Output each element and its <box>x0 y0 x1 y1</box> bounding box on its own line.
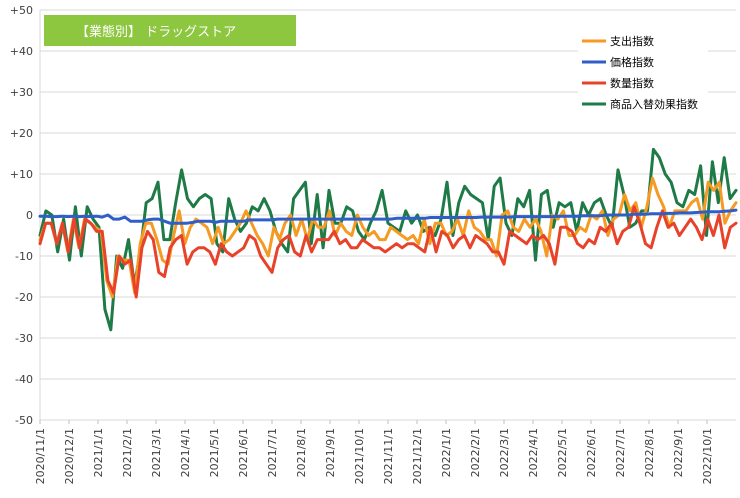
y-tick-label: +30 <box>10 86 33 99</box>
x-tick-label: 2021/12/1 <box>411 428 424 484</box>
y-tick-label: -20 <box>15 291 33 304</box>
legend-label: 数量指数 <box>610 76 654 90</box>
x-tick-label: 2022/4/1 <box>527 428 540 477</box>
legend-label: 価格指数 <box>610 55 654 69</box>
x-tick-label: 2021/4/1 <box>179 428 192 477</box>
y-tick-label: 0 <box>26 209 33 222</box>
title-background <box>44 15 296 46</box>
legend-label: 商品入替効果指数 <box>610 97 698 111</box>
x-tick-label: 2022/8/1 <box>643 428 656 477</box>
x-tick-label: 2021/10/1 <box>353 428 366 484</box>
y-tick-label: +50 <box>10 4 33 17</box>
x-tick-label: 2022/6/1 <box>585 428 598 477</box>
x-axis: 2020/11/1 2020/12/1 2021/1/1 2021/2/1 2021/3… <box>34 420 714 484</box>
y-tick-label: +20 <box>10 127 33 140</box>
series-line-1 <box>38 208 738 225</box>
x-tick-label: 2021/3/1 <box>150 428 163 477</box>
x-tick-label: 2021/1/1 <box>92 428 105 477</box>
x-tick-label: 2022/5/1 <box>556 428 569 477</box>
x-tick-label: 2021/5/1 <box>208 428 221 477</box>
legend-label: 支出指数 <box>610 34 654 48</box>
x-tick-label: 2022/1/1 <box>440 428 453 477</box>
y-tick-label: +10 <box>10 168 33 181</box>
legend-background <box>578 30 708 116</box>
x-tick-label: 2022/7/1 <box>614 428 627 477</box>
y-tick-label: -10 <box>15 250 33 263</box>
y-tick-label: +40 <box>10 45 33 58</box>
x-tick-label: 2020/12/1 <box>63 428 76 484</box>
series-line-2 <box>38 205 738 299</box>
series-line-0 <box>38 176 738 299</box>
x-tick-label: 2021/9/1 <box>324 428 337 477</box>
x-tick-label: 2022/9/1 <box>672 428 685 477</box>
x-tick-label: 2022/2/1 <box>469 428 482 477</box>
y-tick-label: -30 <box>15 332 33 345</box>
x-tick-label: 2021/8/1 <box>295 428 308 477</box>
chart-title-box: 【業態別】 ドラッグストア <box>44 15 296 46</box>
y-axis: +50 +40 +30 +20 +10 0 -10 -20 -30 -40 -50 <box>10 4 33 427</box>
chart-title: 【業態別】 ドラッグストア <box>76 24 236 40</box>
x-tick-label: 2020/11/1 <box>34 428 47 484</box>
x-tick-label: 2021/6/1 <box>237 428 250 477</box>
series-line-3 <box>38 147 738 332</box>
y-tick-label: -50 <box>15 414 33 427</box>
series-lines <box>38 147 738 332</box>
x-tick-label: 2022/3/1 <box>498 428 511 477</box>
x-tick-label: 2021/2/1 <box>121 428 134 477</box>
x-tick-label: 2021/7/1 <box>266 428 279 477</box>
y-tick-label: -40 <box>15 373 33 386</box>
x-tick-label: 2021/11/1 <box>382 428 395 484</box>
x-tick-label: 2022/10/1 <box>701 428 714 484</box>
